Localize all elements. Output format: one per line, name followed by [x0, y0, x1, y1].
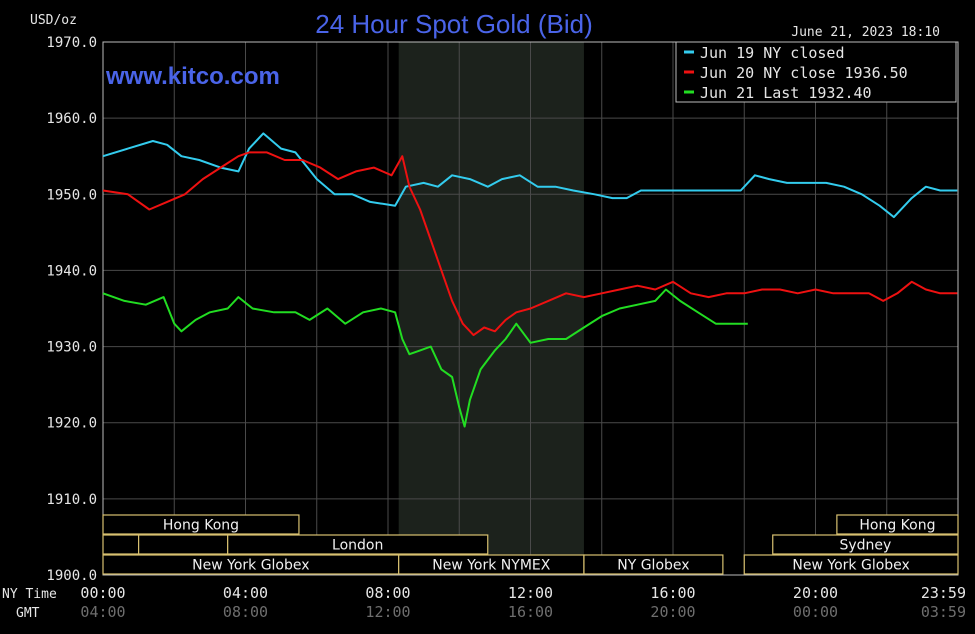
x-tick-label-ny: 20:00 — [793, 584, 838, 602]
session-label: Sydney — [839, 538, 891, 554]
session-box — [772, 534, 959, 555]
x-tick-label-gmt: 16:00 — [508, 603, 553, 621]
x-tick-label-ny: 00:00 — [80, 584, 125, 602]
x-tick-label-gmt: 04:00 — [80, 603, 125, 621]
y-tick-label: 1950.0 — [46, 187, 97, 203]
ny-session-band — [398, 42, 584, 575]
x-tick-label-gmt: 00:00 — [793, 603, 838, 621]
legend-box — [675, 41, 957, 103]
session-box — [583, 554, 724, 575]
session-label: London — [332, 538, 383, 554]
y-tick-label: 1920.0 — [46, 416, 97, 432]
unit-label: USD/oz — [30, 13, 77, 28]
chart-title: 24 Hour Spot Gold (Bid) — [315, 9, 592, 39]
x-tick-label-ny: 08:00 — [365, 584, 410, 602]
session-label: NY Globex — [617, 558, 689, 574]
legend-item-jun20: Jun 20 NY close 1936.50 — [700, 64, 908, 82]
session-label: Hong Kong — [859, 518, 935, 534]
trading-sessions: Hong Kong London New York Globex New York N… — [102, 514, 959, 575]
series-line-0 — [102, 132, 958, 219]
series-line-1 — [102, 151, 958, 337]
x-axis-ticks: 00:00 04:00 08:00 12:00 16:00 20:00 23:5904:00… — [80, 584, 966, 621]
legend-item-jun19: Jun 19 NY closed — [700, 44, 845, 62]
session-label: New York NYMEX — [432, 558, 551, 574]
y-tick-label: 1970.0 — [46, 35, 97, 51]
site-watermark: www.kitco.com — [105, 63, 280, 90]
legend-item-jun21: Jun 21 Last 1932.40 — [700, 84, 872, 102]
session-box — [836, 514, 959, 535]
session-label: New York Globex — [192, 558, 309, 574]
x-row-label-gmt: GMT — [16, 606, 40, 621]
session-box — [138, 534, 229, 555]
x-tick-label-ny: 04:00 — [223, 584, 268, 602]
legend: Jun 19 NY closed Jun 20 NY close 1936.50… — [675, 41, 957, 103]
y-axis-ticks: 1970.0 1960.0 1950.0 1940.0 1930.0 1920.0 1910… — [46, 35, 97, 584]
session-label: Hong Kong — [163, 518, 239, 534]
session-box — [102, 514, 300, 535]
plot-frame — [102, 41, 959, 576]
session-box — [102, 534, 140, 555]
x-tick-label-gmt: 08:00 — [223, 603, 268, 621]
session-label: New York Globex — [792, 558, 909, 574]
x-tick-label-gmt: 12:00 — [365, 603, 410, 621]
session-box — [227, 534, 489, 555]
series-line-2 — [102, 288, 748, 428]
price-series — [102, 132, 958, 428]
x-row-label-ny: NY Time — [2, 587, 57, 602]
y-tick-label: 1900.0 — [46, 568, 97, 584]
y-tick-label: 1930.0 — [46, 340, 97, 356]
y-tick-label: 1940.0 — [46, 263, 97, 279]
x-tick-label-ny: 12:00 — [508, 584, 553, 602]
x-tick-label-gmt: 03:59 — [921, 603, 966, 621]
session-box — [743, 554, 959, 575]
x-tick-label-gmt: 20:00 — [650, 603, 695, 621]
timestamp: June 21, 2023 18:10 — [791, 25, 940, 40]
x-tick-label-ny: 16:00 — [650, 584, 695, 602]
x-tick-label-ny: 23:59 — [921, 584, 966, 602]
y-tick-label: 1960.0 — [46, 111, 97, 127]
y-tick-label: 1910.0 — [46, 492, 97, 508]
